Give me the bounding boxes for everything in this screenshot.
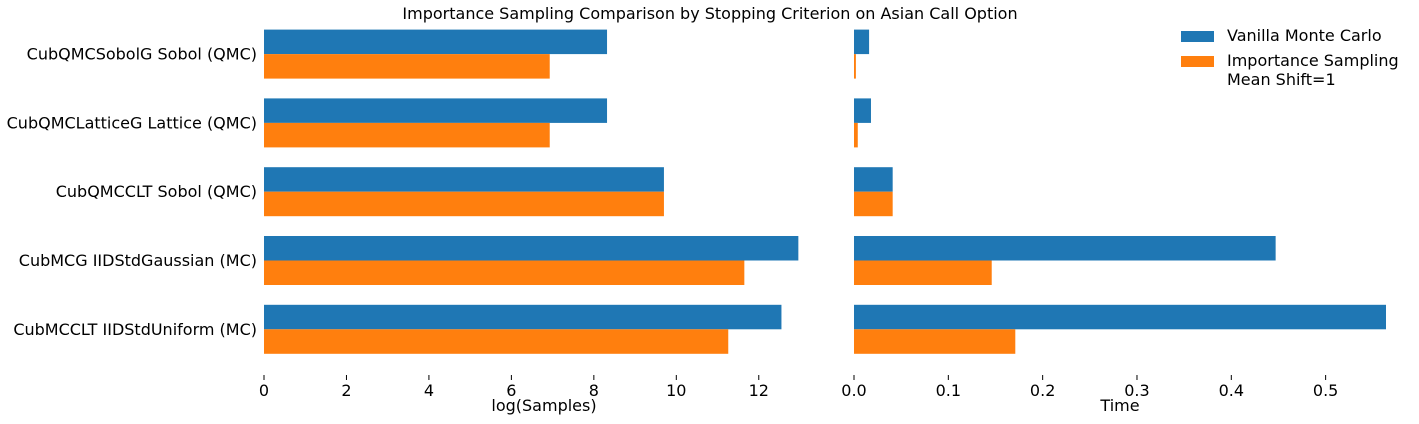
legend-swatch-vanilla: [1181, 31, 1214, 42]
bar-vanilla-cubqmcclt-sobol-qmc: [854, 167, 893, 192]
panel-time: 0.0 0.1 0.2 0.3 0.4 0.5 Time: [841, 29, 1386, 415]
x-tick-label: 2: [341, 381, 351, 400]
x-tick-label: 12: [749, 381, 769, 400]
x-tick-label: 0.5: [1313, 381, 1338, 400]
category-label-cubmcg-iidstdgaussian-mc: CubMCG IIDStdGaussian (MC): [19, 251, 257, 270]
category-labels: CubQMCSobolG Sobol (QMC) CubQMCLatticeG L…: [7, 45, 257, 339]
legend-label-importance: Importance Sampling Mean Shift=1: [1227, 51, 1399, 89]
bar-importance-cubqmcclt-sobol-qmc: [264, 191, 664, 217]
bar-vanilla-cubqmcsobolg-sobol-qmc: [854, 29, 870, 55]
legend-swatch-importance: [1181, 56, 1214, 67]
bar-vanilla-cubqmcsobolg-sobol-qmc: [264, 29, 608, 55]
x-tick-label: 0.3: [1124, 381, 1149, 400]
bar-vanilla-cubmcg-iidstdgaussian-mc: [854, 236, 1276, 261]
x-tick-label: 0.1: [936, 381, 961, 400]
x-tick-label: 4: [424, 381, 434, 400]
bar-importance-cubqmcsobolg-sobol-qmc: [264, 54, 550, 79]
category-label-cubmcclt-iidstduniform-mc: CubMCCLT IIDStdUniform (MC): [13, 320, 257, 339]
category-label-cubqmclatticeg-lattice-qmc: CubQMCLatticeG Lattice (QMC): [7, 113, 257, 132]
bar-vanilla-cubmcg-iidstdgaussian-mc: [264, 236, 799, 261]
legend-label-vanilla: Vanilla Monte Carlo: [1227, 26, 1382, 45]
x-tick-label: 10: [666, 381, 686, 400]
x-tick-label: 0.2: [1030, 381, 1055, 400]
x-tick-label: 6: [506, 381, 516, 400]
bar-importance-cubmcg-iidstdgaussian-mc: [854, 260, 992, 285]
bar-importance-cubmcg-iidstdgaussian-mc: [264, 260, 745, 285]
bar-importance-cubqmcclt-sobol-qmc: [854, 191, 893, 217]
x-tick-label: 0.4: [1219, 381, 1244, 400]
bar-importance-cubqmclatticeg-lattice-qmc: [854, 122, 858, 148]
bar-vanilla-cubqmclatticeg-lattice-qmc: [264, 98, 608, 123]
x-tick-label: 8: [589, 381, 599, 400]
chart-legend: Vanilla Monte Carlo Importance Sampling …: [1181, 26, 1399, 95]
legend-item-vanilla: Vanilla Monte Carlo: [1181, 26, 1399, 45]
chart-title: Importance Sampling Comparison by Stoppi…: [402, 4, 1017, 23]
bar-vanilla-cubqmclatticeg-lattice-qmc: [854, 98, 871, 123]
category-label-cubqmcsobolg-sobol-qmc: CubQMCSobolG Sobol (QMC): [27, 45, 257, 64]
x-axis-label: Time: [1099, 396, 1139, 415]
bar-importance-cubmcclt-iidstduniform-mc: [854, 329, 1016, 354]
category-label-cubqmcclt-sobol-qmc: CubQMCCLT Sobol (QMC): [56, 182, 257, 201]
bar-importance-cubqmclatticeg-lattice-qmc: [264, 122, 550, 148]
bar-importance-cubmcclt-iidstduniform-mc: [264, 329, 729, 354]
bar-importance-cubqmcsobolg-sobol-qmc: [854, 54, 856, 79]
x-axis-label: log(Samples): [491, 396, 596, 415]
bar-vanilla-cubmcclt-iidstduniform-mc: [264, 304, 782, 330]
bar-vanilla-cubmcclt-iidstduniform-mc: [854, 304, 1386, 330]
x-tick-label: 0.0: [841, 381, 866, 400]
legend-item-importance: Importance Sampling Mean Shift=1: [1181, 51, 1399, 89]
x-tick-label: 0: [259, 381, 269, 400]
bar-vanilla-cubqmcclt-sobol-qmc: [264, 167, 664, 192]
panel-log-samples: 0 2 4 6 8 10 12 log(Samples): [259, 29, 799, 415]
